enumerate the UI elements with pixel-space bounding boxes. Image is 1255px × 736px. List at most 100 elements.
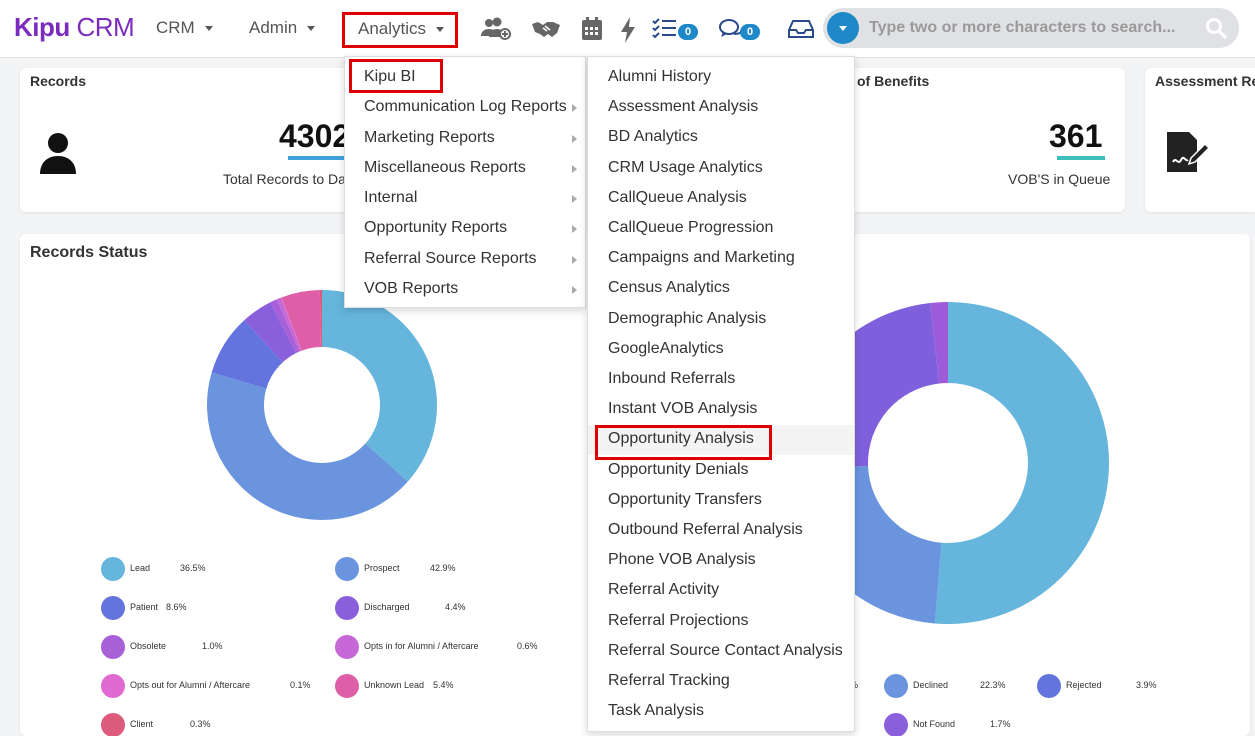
kipu-bi-menu-item[interactable]: CRM Usage Analytics <box>608 158 763 176</box>
tasks-badge: 0 <box>678 24 698 40</box>
kipu-bi-menu-item[interactable]: GoogleAnalytics <box>608 339 724 357</box>
kipu-bi-menu-item[interactable]: Opportunity Analysis <box>608 430 754 448</box>
legend-label: Rejected <box>1066 680 1102 690</box>
kipu-bi-menu-item[interactable]: Campaigns and Marketing <box>608 249 795 267</box>
donut-slice-0-8[interactable] <box>319 290 322 348</box>
legend-swatch <box>335 596 359 620</box>
messages-badge: 0 <box>740 24 760 40</box>
donut-slice-0-0[interactable] <box>322 290 437 482</box>
search-scope-dropdown[interactable] <box>827 12 859 44</box>
highlight-box <box>349 59 443 93</box>
analytics-menu-item[interactable]: Kipu BI <box>364 68 416 85</box>
analytics-menu-item[interactable]: Miscellaneous Reports <box>364 159 526 176</box>
kipu-bi-menu-item[interactable]: Phone VOB Analysis <box>608 551 756 569</box>
nav-admin[interactable]: Admin <box>249 18 316 38</box>
search-input[interactable] <box>869 16 1189 40</box>
legend-percent: 42.9% <box>430 563 456 573</box>
stat-underline <box>1057 156 1105 160</box>
chevron-down-icon <box>436 27 445 33</box>
kipu-bi-menu-item[interactable]: Referral Projections <box>608 611 749 629</box>
kipu-bi-menu-item[interactable]: Outbound Referral Analysis <box>608 521 803 538</box>
add-users-icon[interactable] <box>480 16 511 42</box>
kipu-bi-menu-item[interactable]: Alumni History <box>608 68 712 85</box>
hover-highlight <box>588 425 854 455</box>
user-icon <box>40 133 76 174</box>
donut-slice-0-1[interactable] <box>207 372 408 520</box>
legend-swatch <box>101 674 125 698</box>
legend-percent: 36.5% <box>180 563 206 573</box>
donut-slice-0-7[interactable] <box>281 290 321 351</box>
chevron-right-icon <box>572 256 577 264</box>
chevron-right-icon <box>572 195 577 203</box>
legend-swatch <box>1037 674 1061 698</box>
kipu-bi-menu-item[interactable]: Referral Source Contact Analysis <box>608 641 843 659</box>
messages-icon[interactable]: 0 <box>718 16 766 42</box>
donut-slice-0-5[interactable] <box>276 297 302 352</box>
legend-percent: 1.0% <box>202 641 223 651</box>
chevron-down-icon <box>307 26 316 32</box>
signed-document-icon <box>1167 132 1211 172</box>
kipu-bi-menu-item[interactable]: Inbound Referrals <box>608 370 736 387</box>
kipu-logo[interactable]: Kipu CRM <box>14 12 135 42</box>
donut-slice-1-0[interactable] <box>934 302 1110 624</box>
nav-analytics[interactable]: Analytics <box>342 12 458 48</box>
analytics-menu-item[interactable]: Communication Log Reports <box>364 98 567 115</box>
kipu-bi-menu-item[interactable]: Referral Activity <box>608 581 720 599</box>
lightning-icon[interactable] <box>618 16 646 43</box>
kipu-bi-menu-item[interactable]: Assessment Analysis <box>608 98 759 116</box>
highlight-box <box>595 425 772 460</box>
card-title: Assessment Res <box>1155 73 1255 89</box>
chevron-right-icon <box>572 104 577 112</box>
vob-card: of Benefits 361 VOB'S in Queue <box>843 68 1125 212</box>
legend-label: Lead <box>130 563 151 573</box>
legend-label: Discharged <box>364 602 410 612</box>
analytics-menu-item[interactable]: VOB Reports <box>364 280 459 297</box>
legend-swatch <box>335 557 359 581</box>
legend-percent: 4.4% <box>445 602 466 612</box>
records-status-title: Records Status <box>30 244 148 261</box>
assessment-card: Assessment Res <box>1145 68 1255 212</box>
kipu-bi-menu-item[interactable]: CallQueue Progression <box>608 219 774 236</box>
total-records-value: 4302 <box>279 118 351 154</box>
legend-swatch <box>101 713 125 736</box>
donut-slice-1-3[interactable] <box>930 302 948 384</box>
kipu-bi-menu-item[interactable]: CallQueue Analysis <box>608 188 747 206</box>
kipu-bi-menu-item[interactable]: Instant VOB Analysis <box>608 400 758 418</box>
donut-slice-0-3[interactable] <box>244 302 296 363</box>
kipu-bi-menu-item[interactable]: Demographic Analysis <box>608 309 767 327</box>
analytics-menu-item[interactable]: Internal <box>364 189 418 206</box>
stat-underline <box>288 156 348 160</box>
legend-label: Opts out for Alumni / Aftercare <box>130 680 251 690</box>
analytics-menu-item[interactable]: Marketing Reports <box>364 129 495 146</box>
donut-slice-0-6[interactable] <box>280 297 302 351</box>
kipu-bi-submenu: Alumni History Assessment Analysis BD Anal… <box>587 56 855 732</box>
legend-label: Unknown Lead <box>364 680 425 690</box>
handshake-icon[interactable] <box>530 16 560 42</box>
kipu-bi-menu-item[interactable]: Task Analysis <box>608 702 705 720</box>
legend-swatch <box>335 635 359 659</box>
legend-swatch <box>101 557 125 581</box>
legend-percent: 0.6% <box>517 641 538 651</box>
inbox-icon[interactable] <box>786 16 814 42</box>
kipu-bi-menu-item[interactable]: BD Analytics <box>608 128 698 146</box>
kipu-bi-menu-item[interactable]: Census Analytics <box>608 279 730 297</box>
kipu-bi-menu-item[interactable]: Referral Tracking <box>608 672 730 689</box>
card-title: Records <box>30 73 87 89</box>
card-title: of Benefits <box>857 73 930 89</box>
calendar-icon[interactable] <box>580 16 608 42</box>
search-icon[interactable] <box>1205 17 1227 39</box>
nav-crm[interactable]: CRM <box>156 18 213 38</box>
kipu-bi-menu-item[interactable]: Opportunity Transfers <box>608 490 762 508</box>
total-records-label: Total Records to Da <box>223 171 346 187</box>
tasks-icon[interactable]: 0 <box>652 16 698 42</box>
legend-label: Prospect <box>364 563 400 573</box>
kipu-bi-menu-item[interactable]: Opportunity Denials <box>608 460 749 478</box>
analytics-menu-item[interactable]: Opportunity Reports <box>364 219 508 236</box>
vob-queue-value: 361 <box>1049 118 1103 154</box>
donut-slice-0-4[interactable] <box>270 299 300 354</box>
chevron-right-icon <box>572 165 577 173</box>
legend-label: Not Found <box>913 719 956 729</box>
donut-slice-0-2[interactable] <box>211 320 283 389</box>
legend-label: Patient <box>130 602 159 612</box>
analytics-menu-item[interactable]: Referral Source Reports <box>364 250 537 267</box>
